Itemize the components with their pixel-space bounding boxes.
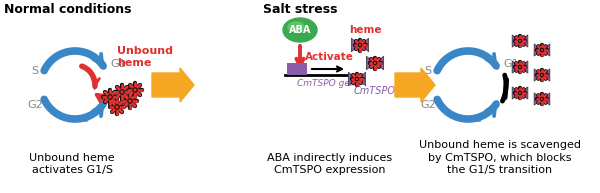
Polygon shape	[542, 69, 550, 81]
Polygon shape	[534, 44, 542, 56]
Ellipse shape	[288, 22, 304, 32]
Text: Salt stress: Salt stress	[263, 3, 337, 16]
Text: G1: G1	[503, 59, 518, 69]
Polygon shape	[520, 61, 528, 73]
Circle shape	[541, 48, 544, 52]
Circle shape	[541, 97, 544, 101]
Circle shape	[517, 38, 523, 44]
Text: ABA indirectly induces
CmTSPO expression: ABA indirectly induces CmTSPO expression	[268, 153, 392, 175]
Ellipse shape	[283, 18, 317, 42]
Polygon shape	[349, 72, 357, 86]
Text: ABA: ABA	[289, 25, 311, 35]
Polygon shape	[375, 56, 383, 70]
Circle shape	[373, 61, 377, 65]
Polygon shape	[520, 35, 528, 47]
Circle shape	[353, 75, 361, 83]
Text: Unbound heme
activates G1/S: Unbound heme activates G1/S	[29, 153, 115, 175]
Text: S: S	[82, 114, 89, 124]
Circle shape	[517, 90, 523, 96]
Circle shape	[371, 59, 379, 67]
Polygon shape	[367, 56, 375, 70]
Polygon shape	[357, 72, 365, 86]
Text: CmTSPO gene: CmTSPO gene	[297, 79, 361, 88]
Text: Unbound heme is scavenged
by CmTSPO, which blocks
the G1/S transition: Unbound heme is scavenged by CmTSPO, whi…	[419, 140, 581, 175]
Polygon shape	[512, 87, 520, 99]
Circle shape	[115, 105, 119, 109]
Text: CmTSPO: CmTSPO	[354, 86, 396, 96]
Text: G2: G2	[27, 100, 43, 110]
Polygon shape	[534, 69, 542, 81]
Polygon shape	[352, 38, 360, 52]
Text: S: S	[31, 66, 38, 76]
Polygon shape	[542, 44, 550, 56]
Circle shape	[355, 77, 359, 81]
Circle shape	[108, 95, 112, 99]
Polygon shape	[360, 38, 368, 52]
Polygon shape	[512, 61, 520, 73]
Circle shape	[356, 41, 364, 48]
Text: G1: G1	[110, 59, 125, 69]
FancyArrow shape	[395, 68, 435, 102]
Text: Activate: Activate	[305, 52, 354, 62]
Circle shape	[133, 88, 137, 92]
Circle shape	[518, 91, 521, 95]
Text: Unbound
heme: Unbound heme	[117, 46, 173, 68]
Text: Normal conditions: Normal conditions	[4, 3, 131, 16]
Circle shape	[518, 65, 521, 69]
Circle shape	[128, 99, 132, 103]
Circle shape	[517, 64, 523, 70]
Polygon shape	[520, 87, 528, 99]
Text: heme: heme	[349, 25, 381, 35]
Polygon shape	[534, 93, 542, 105]
Text: S: S	[475, 114, 482, 124]
FancyArrow shape	[152, 68, 194, 102]
Text: S: S	[424, 66, 431, 76]
Circle shape	[539, 96, 545, 102]
Polygon shape	[542, 93, 550, 105]
Polygon shape	[512, 35, 520, 47]
Circle shape	[539, 72, 545, 78]
Text: G2: G2	[420, 100, 436, 110]
Circle shape	[539, 47, 545, 53]
Circle shape	[120, 90, 124, 94]
Circle shape	[541, 73, 544, 77]
Circle shape	[518, 39, 521, 43]
FancyBboxPatch shape	[287, 63, 307, 75]
Circle shape	[358, 43, 362, 47]
